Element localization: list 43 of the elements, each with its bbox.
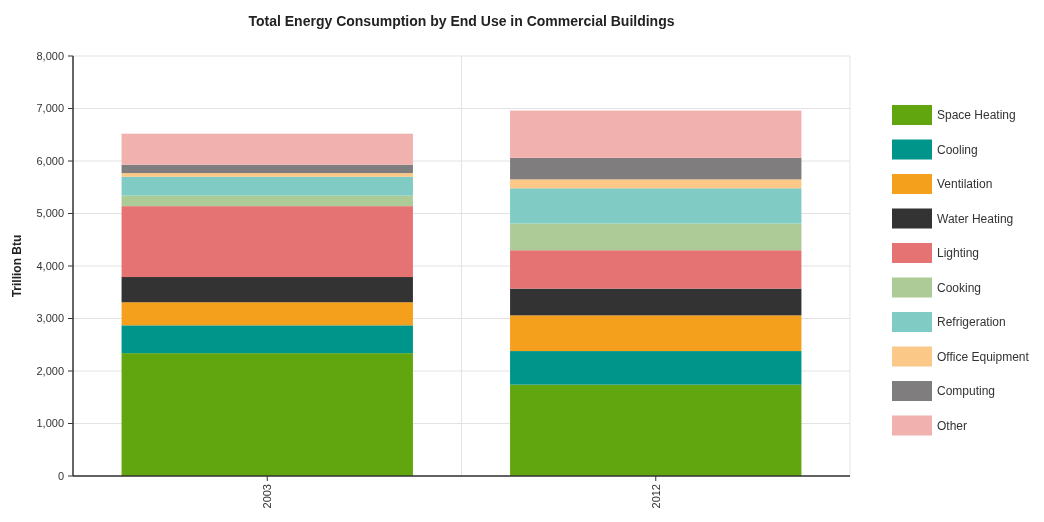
bar — [121, 195, 413, 207]
bar — [121, 164, 413, 174]
bar — [510, 250, 802, 289]
legend-label: Ventilation — [937, 177, 993, 192]
y-tick-label: 7,000 — [36, 102, 64, 115]
y-tick-label: 5,000 — [36, 207, 64, 220]
bar — [121, 325, 413, 354]
bar — [510, 288, 802, 316]
x-tick-label: 2012 — [649, 484, 662, 509]
y-axis-title: Trillion Btu — [10, 234, 24, 298]
legend-label: Lighting — [937, 246, 980, 261]
y-tick-label: 6,000 — [36, 154, 64, 167]
bar — [121, 277, 413, 303]
legend-label: Cooling — [937, 142, 978, 157]
bar — [121, 173, 413, 177]
chart-title: Total Energy Consumption by End Use in Commercial Buildings — [248, 13, 675, 29]
bar — [121, 353, 413, 476]
bar — [121, 176, 413, 196]
bar — [510, 188, 802, 224]
legend-label: Water Heating — [937, 211, 1014, 226]
y-tick-label: 8,000 — [36, 49, 64, 62]
bar — [121, 206, 413, 278]
bar — [510, 351, 802, 385]
legend-label: Refrigeration — [937, 315, 1006, 330]
x-tick-label: 2003 — [261, 484, 274, 509]
bar — [510, 110, 802, 158]
legend-label: Computing — [937, 384, 996, 399]
y-tick-label: 2,000 — [36, 364, 64, 377]
y-tick-label: 4,000 — [36, 259, 64, 272]
y-tick-label: 1,000 — [36, 417, 64, 430]
bar — [510, 223, 802, 251]
bar — [121, 133, 413, 165]
y-tick-label: 0 — [57, 469, 64, 482]
legend-label: Office Equipment — [937, 349, 1030, 364]
bar — [510, 384, 802, 476]
legend-label: Space Heating — [937, 108, 1016, 123]
y-tick-label: 3,000 — [36, 312, 64, 325]
bar — [510, 157, 802, 180]
bar — [121, 302, 413, 326]
bar — [510, 315, 802, 352]
bar — [510, 179, 802, 189]
legend-label: Cooking — [937, 280, 982, 295]
legend-label: Other — [937, 418, 968, 433]
